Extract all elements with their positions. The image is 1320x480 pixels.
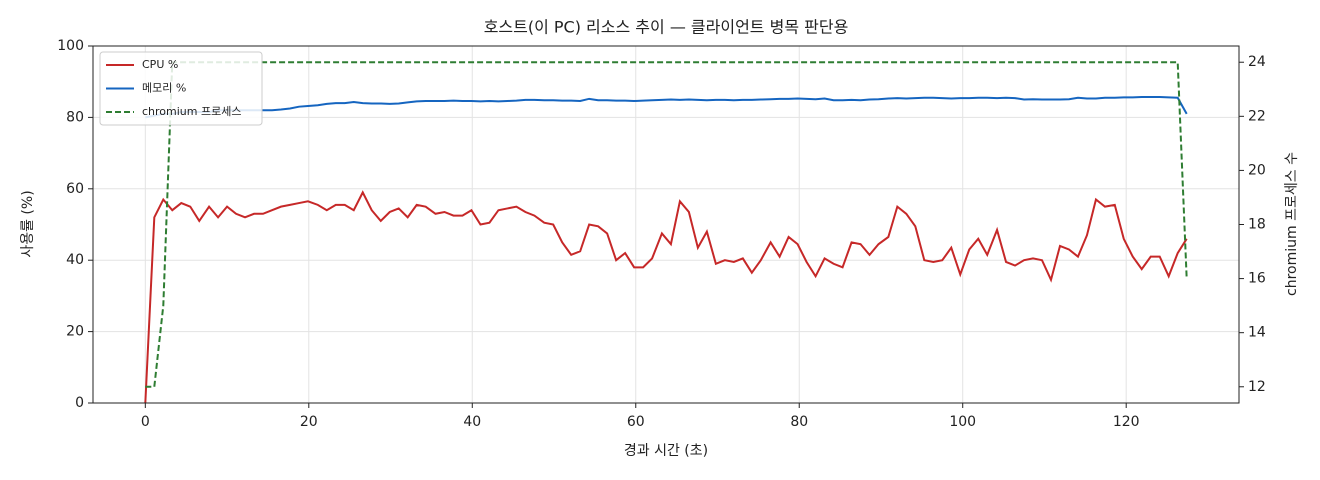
y-tick-label: 100: [57, 38, 84, 54]
y2-tick-label: 20: [1248, 162, 1266, 178]
x-tick-label: 40: [463, 414, 481, 430]
y-tick-label: 80: [66, 109, 84, 125]
chart-title: 호스트(이 PC) 리소스 추이 — 클라이언트 병목 판단용: [484, 18, 849, 37]
series-line: [145, 96, 1188, 119]
series-line: [144, 190, 1188, 404]
plot-frame: [92, 45, 1240, 404]
y2-axis-label: chromium 프로세스 수: [1284, 152, 1300, 296]
x-axis-label: 경과 시간 (초): [624, 443, 708, 459]
y2-tick-label: 24: [1248, 54, 1266, 70]
legend: CPU % 메모리 % chromium 프로세스: [99, 51, 263, 126]
y-tick-label: 20: [66, 324, 84, 340]
legend-label: 메모리 %: [142, 82, 186, 95]
legend-box: [99, 51, 263, 126]
y-tick-label: 40: [66, 252, 84, 268]
y2-tick-label: 12: [1248, 379, 1266, 395]
y2-tick-label: 18: [1248, 217, 1266, 233]
x-tick-label: 100: [949, 414, 976, 430]
x-tick-label: 80: [790, 414, 808, 430]
y-tick-label: 0: [75, 395, 84, 411]
x-tick-label: 20: [300, 414, 318, 430]
y2-tick-label: 22: [1248, 108, 1266, 124]
x-tick-label: 120: [1113, 414, 1140, 430]
x-tick-label: 0: [141, 414, 150, 430]
y-axis-label: 사용률 (%): [20, 190, 36, 257]
series-line: [145, 61, 1188, 388]
y2-tick-label: 16: [1248, 271, 1266, 287]
x-tick-label: 60: [627, 414, 645, 430]
y-tick-label: 60: [66, 181, 84, 197]
legend-label: CPU %: [142, 58, 178, 71]
legend-label: chromium 프로세스: [142, 105, 241, 118]
y2-tick-label: 14: [1248, 325, 1266, 341]
